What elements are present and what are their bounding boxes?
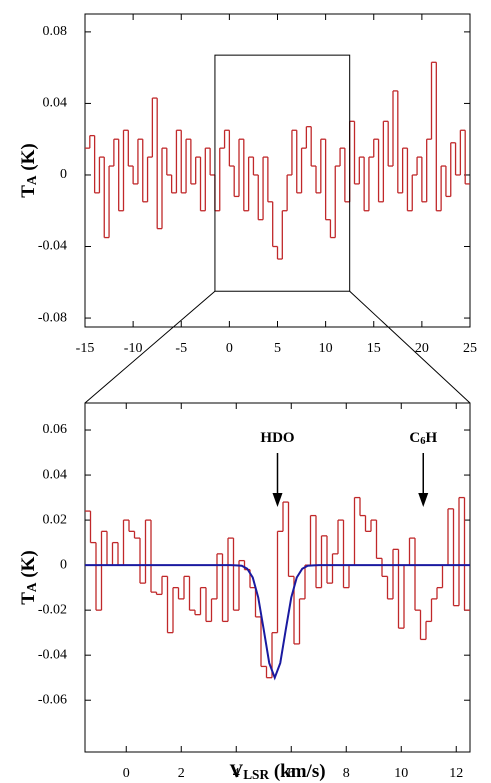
zoom-connector (84, 290, 216, 404)
arrow-head (272, 493, 283, 507)
x-tick-label: 10 (319, 341, 333, 356)
y-tick-label: -0.06 (38, 692, 67, 707)
x-tick-label: 8 (343, 766, 350, 781)
zoom-connector (349, 290, 471, 404)
annotation-label-part: 6 (420, 436, 425, 447)
arrow-head (418, 493, 429, 507)
x-tick-label: 5 (274, 341, 281, 356)
y-axis-label-part: A (24, 582, 39, 592)
y-axis-label-part: (K) (18, 550, 39, 582)
x-axis-label: VLSR (km/s) (229, 761, 325, 782)
y-axis-label: TA (K) (18, 143, 39, 197)
x-tick-label: -10 (124, 341, 143, 356)
plot-frame (84, 402, 471, 753)
y-tick-label: 0.02 (43, 512, 68, 527)
fit-curve (85, 564, 470, 681)
x-tick-label: 6 (288, 766, 295, 781)
y-axis-label-part: T (18, 185, 39, 198)
x-tick-label: -15 (76, 341, 95, 356)
zoom-box (214, 54, 351, 292)
y-tick-label: 0 (60, 557, 67, 572)
x-axis-label-part: (km/s) (269, 761, 325, 782)
x-axis-label-part: V (229, 761, 243, 782)
annotation-label: C6H (409, 430, 437, 447)
annotation-label: HDO (260, 430, 294, 446)
x-tick-label: -5 (175, 341, 187, 356)
y-axis-label-part: A (24, 175, 39, 185)
y-tick-label: 0.08 (43, 24, 68, 39)
annotation-label-part: C (409, 430, 420, 446)
y-tick-label: -0.08 (38, 310, 67, 325)
x-tick-label: 2 (178, 766, 185, 781)
x-tick-label: 4 (233, 766, 240, 781)
y-axis-label-part: T (18, 592, 39, 605)
x-axis-label-part: LSR (243, 767, 269, 782)
y-tick-label: -0.04 (38, 647, 67, 662)
y-tick-label: -0.04 (38, 239, 67, 254)
y-axis-label: TA (K) (18, 550, 39, 604)
y-tick-label: 0.04 (43, 467, 68, 482)
x-tick-label: 12 (449, 766, 463, 781)
x-tick-label: 0 (226, 341, 233, 356)
x-tick-label: 10 (394, 766, 408, 781)
y-axis-label-part: (K) (18, 143, 39, 175)
y-tick-label: 0.06 (43, 422, 68, 437)
x-tick-label: 25 (463, 341, 477, 356)
y-tick-label: 0.04 (43, 96, 68, 111)
x-tick-label: 0 (123, 766, 130, 781)
x-tick-label: 20 (415, 341, 429, 356)
annotation-label-part: H (425, 430, 437, 446)
y-tick-label: -0.02 (38, 602, 67, 617)
annotation-label-part: HDO (260, 430, 294, 446)
y-tick-label: 0 (60, 167, 67, 182)
x-tick-label: 15 (367, 341, 381, 356)
